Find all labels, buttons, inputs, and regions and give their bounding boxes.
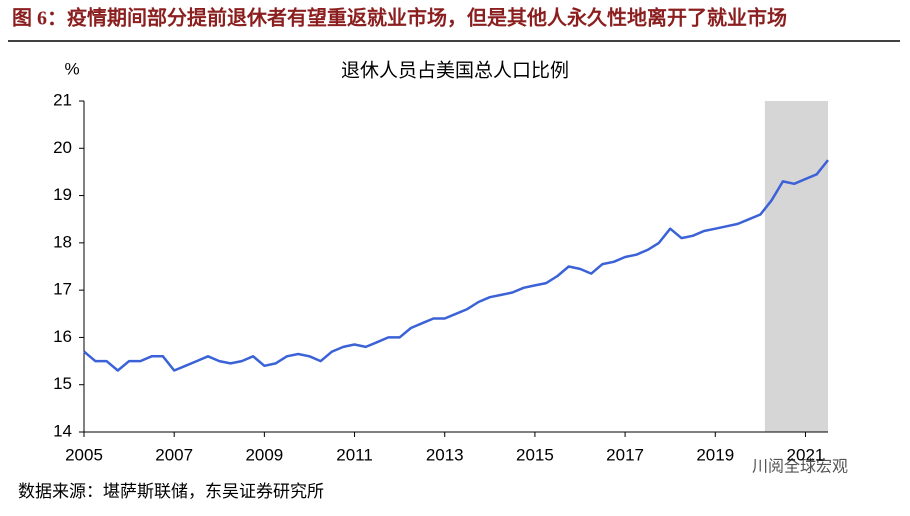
figure-title: 图 6：疫情期间部分提前退休者有望重返就业市场，但是其他人永久性地离开了就业市场 — [12, 6, 787, 30]
watermark: 川阅全球宏观 — [752, 458, 848, 476]
y-unit: % — [64, 59, 79, 78]
y-tick-label: 16 — [53, 327, 72, 346]
y-tick-label: 15 — [53, 374, 72, 393]
x-tick-label: 2013 — [426, 445, 464, 464]
y-tick-label: 21 — [53, 90, 72, 109]
data-line — [83, 159, 829, 372]
y-tick-label: 19 — [53, 185, 72, 204]
x-tick-label: 2021 — [787, 445, 825, 464]
x-tick-label: 2009 — [245, 445, 283, 464]
x-tick-label: 2007 — [155, 445, 193, 464]
chart-title: 退休人员占美国总人口比例 — [341, 59, 569, 81]
y-tick-label: 14 — [53, 421, 72, 440]
y-tick-label: 20 — [53, 138, 72, 157]
y-tick-label: 18 — [53, 232, 72, 251]
y-tick-label: 17 — [53, 280, 72, 299]
x-tick-label: 2017 — [606, 445, 644, 464]
x-tick-label: 2019 — [696, 445, 734, 464]
x-tick-label: 2011 — [336, 445, 373, 464]
highlight-region — [764, 101, 828, 432]
x-tick-label: 2005 — [65, 445, 103, 464]
x-tick-label: 2015 — [516, 445, 554, 464]
source: 数据来源：堪萨斯联储，东吴证券研究所 — [18, 482, 324, 501]
